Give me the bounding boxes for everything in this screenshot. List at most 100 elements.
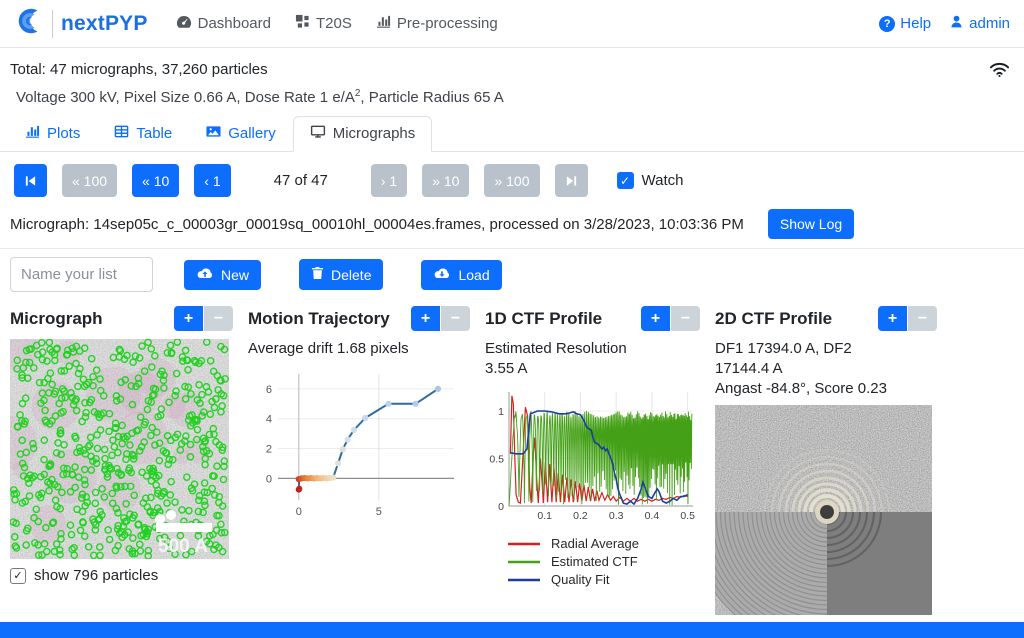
motion-plot-area: 0 2 4 6 0 5: [266, 373, 454, 518]
cloud-upload-icon: [196, 267, 214, 283]
legend-swatch: [508, 578, 540, 581]
nextpyp-logo-icon: [14, 6, 44, 41]
divider: [0, 248, 1024, 249]
page-position: 47 of 47: [273, 172, 328, 189]
params-suffix: , Particle Radius 65 A: [360, 89, 504, 106]
project-blocks-icon: [295, 14, 310, 33]
micrograph-zoom-out-button[interactable]: −: [204, 306, 233, 331]
legend-swatch: [508, 560, 540, 563]
trajectory-point: [334, 460, 342, 467]
svg-text:6: 6: [266, 384, 272, 396]
tab-table[interactable]: Table: [97, 116, 189, 152]
svg-text:0.5: 0.5: [489, 453, 504, 465]
show-log-button[interactable]: Show Log: [767, 209, 855, 239]
table-icon: [114, 124, 129, 143]
skip-first-icon: [25, 175, 36, 186]
ctf1d-chart: 0.1 0.2 0.3 0.4 0.5 0 0.5 1: [485, 384, 700, 529]
last-page-button[interactable]: [554, 164, 588, 197]
dashboard-icon: [176, 14, 192, 34]
svg-text:0: 0: [296, 506, 302, 518]
svg-text:5: 5: [376, 506, 382, 518]
tab-micrographs[interactable]: Micrographs: [292, 116, 433, 152]
nav-project-t20s[interactable]: T20S: [295, 14, 352, 33]
ctf1d-zoom-out-button[interactable]: −: [671, 306, 700, 331]
user-menu[interactable]: admin: [949, 14, 1010, 33]
micrograph-panel-title: Micrograph: [10, 308, 103, 328]
forward-10-button[interactable]: » 10: [422, 164, 470, 197]
result-panels: Micrograph + − 500 A ✓ show 796 particle…: [0, 305, 1024, 616]
nav-project-label: T20S: [316, 15, 352, 32]
show-particles-toggle[interactable]: ✓ show 796 particles: [10, 567, 233, 584]
acquisition-params: Voltage 300 kV, Pixel Size 0.66 A, Dose …: [0, 82, 1024, 106]
bar-chart-icon: [376, 14, 391, 33]
ctf2d-df-line1: DF1 17394.0 A, DF2: [715, 340, 852, 357]
brand[interactable]: nextPYP: [14, 6, 148, 41]
ctf1d-panel-title: 1D CTF Profile: [485, 308, 603, 328]
micrograph-zoom-in-button[interactable]: +: [174, 306, 203, 331]
legend-item: Radial Average: [485, 535, 700, 553]
delete-list-button[interactable]: Delete: [299, 259, 384, 290]
tab-table-label: Table: [136, 125, 173, 142]
ctf2d-angast-line: Angast -84.8°, Score 0.23: [715, 379, 887, 397]
motion-panel: Motion Trajectory + − Average drift 1.68…: [248, 305, 470, 615]
plots-icon: [25, 124, 40, 143]
help-icon: ?: [879, 15, 896, 32]
show-particles-label: show 796 particles: [34, 567, 159, 584]
tab-plots[interactable]: Plots: [8, 116, 97, 152]
nav-dashboard[interactable]: Dashboard: [176, 14, 271, 34]
tab-gallery-label: Gallery: [228, 125, 276, 142]
scale-bar: 500 A: [155, 510, 212, 557]
user-label: admin: [969, 15, 1010, 32]
ctf2d-zoom-in-button[interactable]: +: [878, 306, 907, 331]
show-particles-checkbox[interactable]: ✓: [10, 567, 26, 584]
ctf1d-plot-area: 0.1 0.2 0.3 0.4 0.5 0 0.5 1: [489, 391, 695, 522]
new-list-button[interactable]: New: [184, 259, 262, 290]
svg-text:2: 2: [266, 443, 272, 455]
nav-preprocessing[interactable]: Pre-processing: [376, 14, 498, 33]
forward-100-button[interactable]: » 100: [484, 164, 540, 197]
legend-label: Estimated CTF: [551, 554, 638, 570]
pagination: « 100 « 10 ‹ 1 47 of 47 › 1 » 10 » 100 ✓…: [0, 164, 1024, 197]
legend-swatch: [508, 542, 540, 545]
trajectory-point: [434, 385, 442, 392]
ctf2d-zoom-out-button[interactable]: −: [908, 306, 937, 331]
wifi-icon: [989, 61, 1012, 82]
ctf2d-panel: 2D CTF Profile + − DF1 17394.0 A, DF2 17…: [715, 305, 937, 616]
new-list-label: New: [221, 266, 250, 283]
svg-text:0.5: 0.5: [680, 510, 695, 522]
motion-zoom-out-button[interactable]: −: [441, 306, 470, 331]
svg-text:0: 0: [266, 473, 272, 485]
load-list-button[interactable]: Load: [421, 259, 502, 290]
motion-panel-title: Motion Trajectory: [248, 308, 390, 328]
svg-text:1: 1: [498, 406, 504, 418]
help-label: Help: [900, 15, 932, 32]
params-prefix: Voltage 300 kV, Pixel Size 0.66 A, Dose …: [16, 89, 355, 106]
ctf1d-resolution: Estimated Resolution 3.55 A: [485, 339, 700, 379]
back-10-button[interactable]: « 10: [132, 164, 180, 197]
tab-gallery[interactable]: Gallery: [189, 116, 293, 152]
trajectory-point: [385, 400, 392, 407]
trash-icon: [311, 266, 324, 283]
ctf1d-resolution-line1: Estimated Resolution: [485, 340, 627, 357]
forward-1-button[interactable]: › 1: [370, 164, 408, 197]
first-page-button[interactable]: [14, 164, 47, 197]
ctf1d-zoom-in-button[interactable]: +: [641, 306, 670, 331]
watch-toggle[interactable]: ✓ Watch: [616, 172, 683, 189]
watch-checkbox[interactable]: ✓: [616, 172, 634, 189]
skip-last-icon: [566, 175, 576, 186]
list-name-input[interactable]: [10, 257, 153, 292]
user-icon: [949, 14, 964, 33]
ctf2d-values: DF1 17394.0 A, DF2 17144.4 A Angast -84.…: [715, 339, 937, 398]
nav-dashboard-label: Dashboard: [197, 15, 271, 32]
back-100-button[interactable]: « 100: [62, 164, 118, 197]
list-controls: New Delete Load: [0, 257, 1024, 292]
motion-zoom-in-button[interactable]: +: [411, 306, 440, 331]
ctf2d-image[interactable]: [715, 405, 937, 616]
ctf1d-panel: 1D CTF Profile + − Estimated Resolution …: [485, 305, 700, 615]
navbar: nextPYP Dashboard T20S: [0, 0, 1024, 48]
trajectory-point: [350, 426, 358, 433]
back-1-button[interactable]: ‹ 1: [194, 164, 231, 197]
help-link[interactable]: ? Help: [879, 15, 931, 32]
ctf1d-size-controls: + −: [641, 306, 700, 331]
micrograph-image[interactable]: 500 A: [0, 330, 233, 560]
